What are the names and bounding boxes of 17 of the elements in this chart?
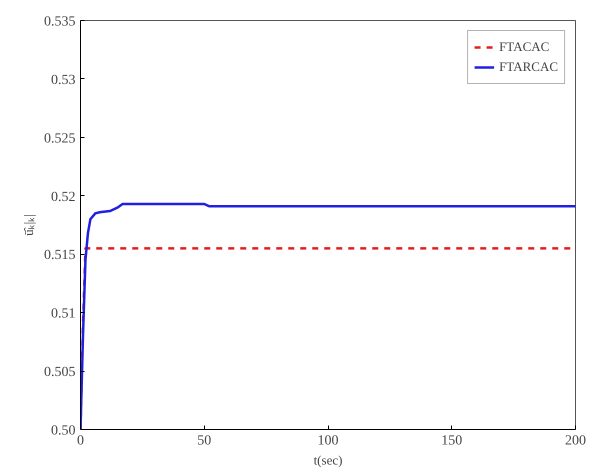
y-tick-label: 0.505	[44, 365, 76, 380]
y-axis-title: ū̂ₖ|ₖ|	[21, 214, 36, 236]
y-tick-label: 0.52	[51, 190, 76, 205]
legend-label: FTACAC	[499, 39, 550, 55]
y-tick-label: 0.51	[51, 306, 76, 322]
legend-label: FTARCAC	[499, 59, 558, 75]
y-tick-label: 0.525	[44, 131, 76, 146]
x-tick-label: 50	[197, 434, 212, 448]
x-tick-label: 150	[441, 434, 462, 448]
y-tick-label: 0.50	[51, 424, 76, 438]
y-tick-label: 0.515	[44, 248, 76, 264]
y-tick-label: 0.53	[51, 72, 76, 88]
y-tick-label: 0.535	[44, 14, 76, 30]
x-axis-title: t(sec)	[314, 452, 342, 468]
x-tick-label: 0	[77, 434, 84, 448]
x-tick-label: 200	[565, 434, 586, 448]
x-tick-label: 100	[318, 434, 338, 448]
